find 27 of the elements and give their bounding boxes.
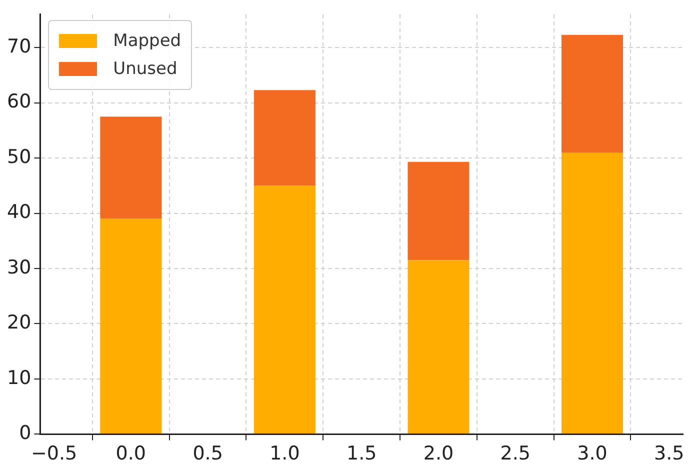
x-tick-label: 3.0 bbox=[577, 442, 608, 465]
x-tick-label: 2.5 bbox=[500, 442, 530, 465]
x-tick-label: 2.0 bbox=[423, 442, 454, 465]
y-tick-label: 20 bbox=[6, 312, 32, 334]
x-tick-label: 0.5 bbox=[192, 442, 223, 465]
y-tick-label: 50 bbox=[6, 146, 32, 168]
bar bbox=[254, 90, 316, 186]
bar bbox=[100, 116, 162, 219]
y-tick-label: 70 bbox=[6, 35, 32, 58]
x-tick-label: −0.5 bbox=[30, 442, 78, 465]
bar bbox=[562, 152, 624, 434]
bar bbox=[254, 186, 316, 434]
y-tick-label: 0 bbox=[19, 422, 32, 444]
x-tick-label: 0.0 bbox=[116, 442, 146, 465]
legend-label: Unused bbox=[113, 59, 178, 80]
x-tick-label: 1.0 bbox=[270, 442, 300, 465]
x-tick-label: 3.5 bbox=[654, 442, 684, 465]
bar bbox=[408, 162, 470, 260]
bar bbox=[408, 260, 470, 434]
y-tick-label: 60 bbox=[6, 90, 32, 113]
x-tick-label: 1.5 bbox=[346, 442, 377, 465]
bar bbox=[562, 34, 624, 152]
y-tick-label: 30 bbox=[6, 256, 32, 278]
bar bbox=[100, 218, 162, 434]
y-tick-label: 10 bbox=[6, 366, 32, 389]
legend-label: Mapped bbox=[113, 31, 182, 52]
y-tick-label: 40 bbox=[6, 201, 32, 224]
